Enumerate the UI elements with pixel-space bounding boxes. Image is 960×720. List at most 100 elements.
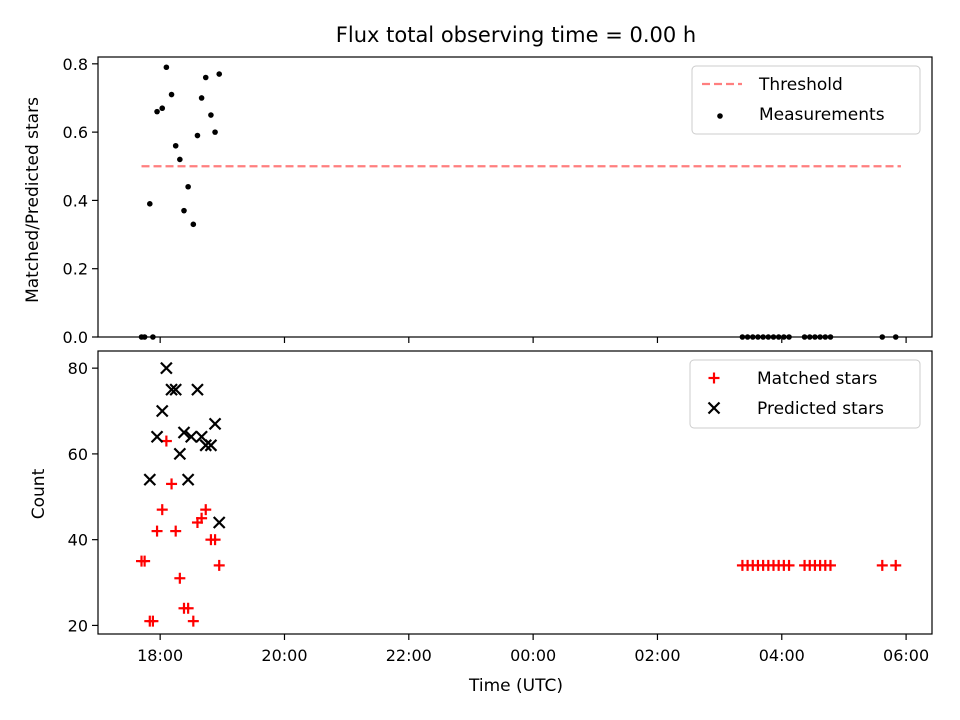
measurement-point	[806, 334, 813, 340]
axes-frame	[97, 350, 933, 635]
predicted-star-point	[150, 430, 164, 444]
measurement-point	[749, 334, 756, 340]
legend-label: Matched stars	[757, 369, 877, 389]
measurement-point	[812, 334, 818, 340]
predicted-star-point	[155, 404, 169, 418]
matched-star-point	[209, 534, 221, 546]
matched-star-point	[876, 559, 888, 571]
y-tick-label: 80	[68, 359, 88, 378]
measurement-point	[150, 334, 156, 340]
predicted-star-point	[208, 417, 222, 431]
y-tick-label: 0.4	[63, 191, 88, 210]
predicted-star-point	[204, 439, 218, 452]
measurement-point	[879, 334, 886, 340]
x-tick-label: 00:00	[510, 646, 556, 665]
measurement-point	[141, 334, 148, 340]
measurement-point	[739, 334, 746, 340]
matched-star-point	[187, 615, 199, 627]
measurement-point	[147, 201, 153, 207]
measurement-point	[786, 334, 792, 340]
measurement-point	[163, 64, 170, 71]
y-tick-label: 0.6	[63, 123, 88, 142]
measurement-point	[781, 334, 787, 340]
legend-matched-swatch	[708, 372, 720, 384]
predicted-star-point	[191, 383, 204, 396]
x-tick-label: 18:00	[137, 646, 183, 665]
y-tick-label: 0.8	[63, 55, 88, 74]
x-tick-label: 02:00	[634, 646, 680, 665]
x-tick-label: 04:00	[759, 646, 805, 665]
top-plot-area: 0.0 0.2 0.4 0.6 0.8	[63, 55, 933, 347]
measurement-point	[744, 334, 751, 340]
y-tick-label: 0.0	[63, 328, 88, 347]
axes-frame	[97, 56, 933, 338]
predicted-star-point	[184, 430, 198, 444]
measurement-point	[154, 108, 160, 115]
matched-star-point	[139, 555, 151, 567]
matched-star-point	[890, 559, 902, 571]
measurement-point	[172, 142, 179, 149]
legend-label: Measurements	[759, 105, 885, 125]
measurement-point	[765, 334, 772, 340]
measurement-point	[159, 105, 166, 112]
bottom-y-axis-label: Count	[29, 468, 49, 519]
x-axis-label: Time (UTC)	[468, 676, 563, 696]
measurement-point	[190, 221, 197, 228]
matched-star-point	[147, 615, 159, 627]
predicted-star-point	[181, 473, 195, 486]
y-tick-label: 40	[68, 531, 88, 550]
measurement-point	[770, 334, 777, 340]
legend-measurement-swatch	[717, 113, 723, 119]
predicted-star-point	[173, 447, 187, 461]
measurement-point	[760, 334, 766, 340]
measurement-point	[208, 112, 214, 118]
measurement-point	[202, 74, 209, 81]
measurement-point	[177, 156, 183, 163]
predicted-star-point	[199, 439, 213, 452]
legend-label: Threshold	[758, 75, 843, 95]
bottom-plot-area: 20 40 60 80 18:00 20:00 22:00 00:00 02:00 04:00 06…	[68, 350, 933, 665]
top-legend: Threshold Measurements	[691, 65, 921, 135]
measurement-point	[181, 207, 187, 214]
measurement-point	[198, 95, 205, 101]
measurement-point	[216, 71, 223, 77]
matched-star-point	[151, 525, 163, 537]
chart-title: Flux total observing time = 0.00 h	[336, 23, 696, 47]
y-tick-label: 20	[68, 616, 88, 635]
y-tick-label: 60	[68, 445, 88, 464]
predicted-star-point	[212, 516, 226, 529]
measurement-point	[822, 334, 829, 340]
measurement-point	[168, 91, 175, 98]
measurement-point	[801, 334, 808, 340]
matched-star-point	[166, 478, 178, 490]
predicted-star-point	[169, 383, 182, 396]
measurement-point	[755, 334, 761, 340]
legend-label: Predicted stars	[757, 399, 884, 419]
measurement-point	[827, 334, 834, 340]
matched-star-point	[196, 512, 208, 524]
legend-box	[691, 65, 921, 135]
matched-star-point	[200, 504, 212, 516]
predicted-star-point	[177, 426, 191, 439]
measurement-point	[775, 334, 782, 340]
predicted-star-point	[160, 361, 173, 375]
matched-star-point	[824, 559, 836, 571]
matched-star-point	[174, 572, 186, 584]
measurement-point	[817, 334, 823, 340]
y-tick-label: 0.2	[63, 260, 88, 279]
matched-star-point	[213, 559, 225, 571]
x-tick-label: 06:00	[883, 646, 929, 665]
predicted-star-point	[165, 383, 178, 396]
measurement-point	[194, 132, 201, 139]
top-y-axis-label: Matched/Predicted stars	[23, 97, 43, 303]
matched-star-point	[182, 602, 194, 614]
x-tick-label: 20:00	[261, 646, 307, 665]
legend-box	[689, 359, 921, 429]
bottom-legend: Matched stars Predicted stars	[689, 359, 921, 429]
matched-star-point	[156, 504, 168, 516]
x-tick-label: 22:00	[386, 646, 432, 665]
legend-predicted-swatch	[707, 401, 721, 415]
measurement-point	[185, 183, 191, 190]
predicted-star-point	[143, 473, 157, 486]
